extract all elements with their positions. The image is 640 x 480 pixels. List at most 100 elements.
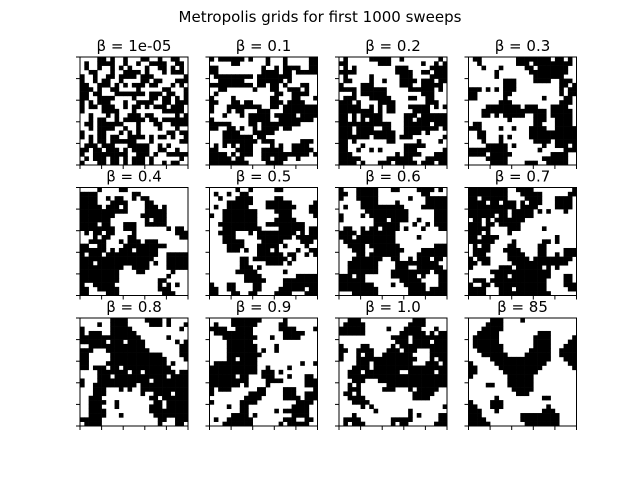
spin-cell <box>257 235 262 240</box>
spin-cell <box>425 256 431 262</box>
spin-cell <box>157 65 163 71</box>
panel-title: β = 0.9 <box>236 298 292 316</box>
spin-cell <box>136 256 141 262</box>
spin-cell <box>498 65 504 71</box>
spin-cell <box>209 291 215 296</box>
spin-cell <box>92 278 98 283</box>
spin-cell <box>472 204 478 210</box>
spin-cell <box>123 361 128 366</box>
spin-cell <box>248 365 253 371</box>
spin-cell <box>369 286 374 292</box>
spin-cell <box>175 339 180 345</box>
spin-cell <box>408 382 413 388</box>
spin-cell <box>438 369 443 375</box>
spin-cell <box>123 57 128 62</box>
spin-cell <box>209 382 215 388</box>
spin-cell <box>274 348 279 353</box>
spin-cell <box>149 361 154 366</box>
spin-cell <box>136 61 141 66</box>
spin-cell <box>287 421 292 427</box>
spin-cell <box>442 74 448 79</box>
spin-cell <box>516 382 521 388</box>
spin-cell <box>92 91 98 97</box>
spin-cell <box>213 191 219 197</box>
spin-cell <box>235 104 241 110</box>
spin-cell <box>442 382 448 388</box>
spin-cell <box>541 282 547 288</box>
spin-cell <box>183 260 189 266</box>
spin-cell <box>339 187 344 193</box>
spin-cell <box>244 256 249 262</box>
spin-cell <box>282 387 288 392</box>
spin-cell <box>416 260 422 266</box>
spin-cell <box>209 104 215 110</box>
spin-cell <box>516 260 521 266</box>
spin-cell <box>252 217 258 223</box>
spin-cell <box>343 156 348 161</box>
spin-cell <box>157 278 163 283</box>
spin-cell <box>88 269 94 275</box>
spin-cell <box>468 235 474 240</box>
spin-cell <box>282 121 288 127</box>
spin-cell <box>360 82 366 88</box>
spin-cell <box>498 209 504 214</box>
spin-cell <box>472 217 478 223</box>
spin-cell <box>118 121 124 127</box>
spin-cell <box>92 204 98 210</box>
spin-cell <box>373 196 379 201</box>
spin-cell <box>248 339 253 345</box>
spin-cell <box>550 61 556 66</box>
spin-cell <box>300 273 305 279</box>
spin-cell <box>257 256 262 262</box>
spin-cell <box>149 209 154 214</box>
spin-cell <box>144 113 150 118</box>
spin-cell <box>166 226 172 231</box>
spin-cell <box>157 209 163 214</box>
spin-cell <box>403 147 409 153</box>
spin-cell <box>127 139 133 144</box>
spin-cell <box>97 330 102 336</box>
spin-cell <box>364 265 370 270</box>
spin-cell <box>257 286 262 292</box>
spin-cell <box>390 130 396 136</box>
spin-cell <box>244 417 249 422</box>
spin-cell <box>339 87 344 92</box>
spin-cell <box>528 260 534 266</box>
spin-cell <box>162 408 167 414</box>
panel: β = 0.3 <box>464 37 577 169</box>
spin-cell <box>339 286 344 292</box>
spin-cell <box>153 252 159 257</box>
spin-cell <box>537 361 543 366</box>
spin-cell <box>416 330 422 336</box>
spin-cell <box>520 356 525 362</box>
spin-cell <box>412 395 418 401</box>
spin-cell <box>434 387 439 392</box>
spin-cell <box>434 335 439 340</box>
spin-cell <box>287 100 292 105</box>
spin-cell <box>567 348 573 353</box>
spin-cell <box>84 196 89 201</box>
spin-cell <box>382 374 387 379</box>
spin-cell <box>252 391 258 397</box>
spin-cell <box>364 121 370 127</box>
spin-cell <box>481 235 487 240</box>
spin-cell <box>408 408 413 414</box>
spin-cell <box>84 156 89 161</box>
spin-cell <box>101 104 107 110</box>
spin-cell <box>97 134 102 140</box>
spin-cell <box>546 408 551 414</box>
spin-cell <box>97 126 102 131</box>
spin-cell <box>421 343 426 349</box>
spin-cell <box>563 139 569 144</box>
spin-cell <box>110 87 115 92</box>
spin-cell <box>114 322 120 327</box>
spin-cell <box>175 374 180 379</box>
spin-cell <box>516 273 521 279</box>
spin-cell <box>550 65 556 71</box>
spin-cell <box>468 204 474 210</box>
spin-cell <box>110 291 115 296</box>
spin-cell <box>356 322 361 327</box>
spin-cell <box>295 69 301 75</box>
spin-cell <box>239 265 245 270</box>
spin-cell <box>399 343 405 349</box>
